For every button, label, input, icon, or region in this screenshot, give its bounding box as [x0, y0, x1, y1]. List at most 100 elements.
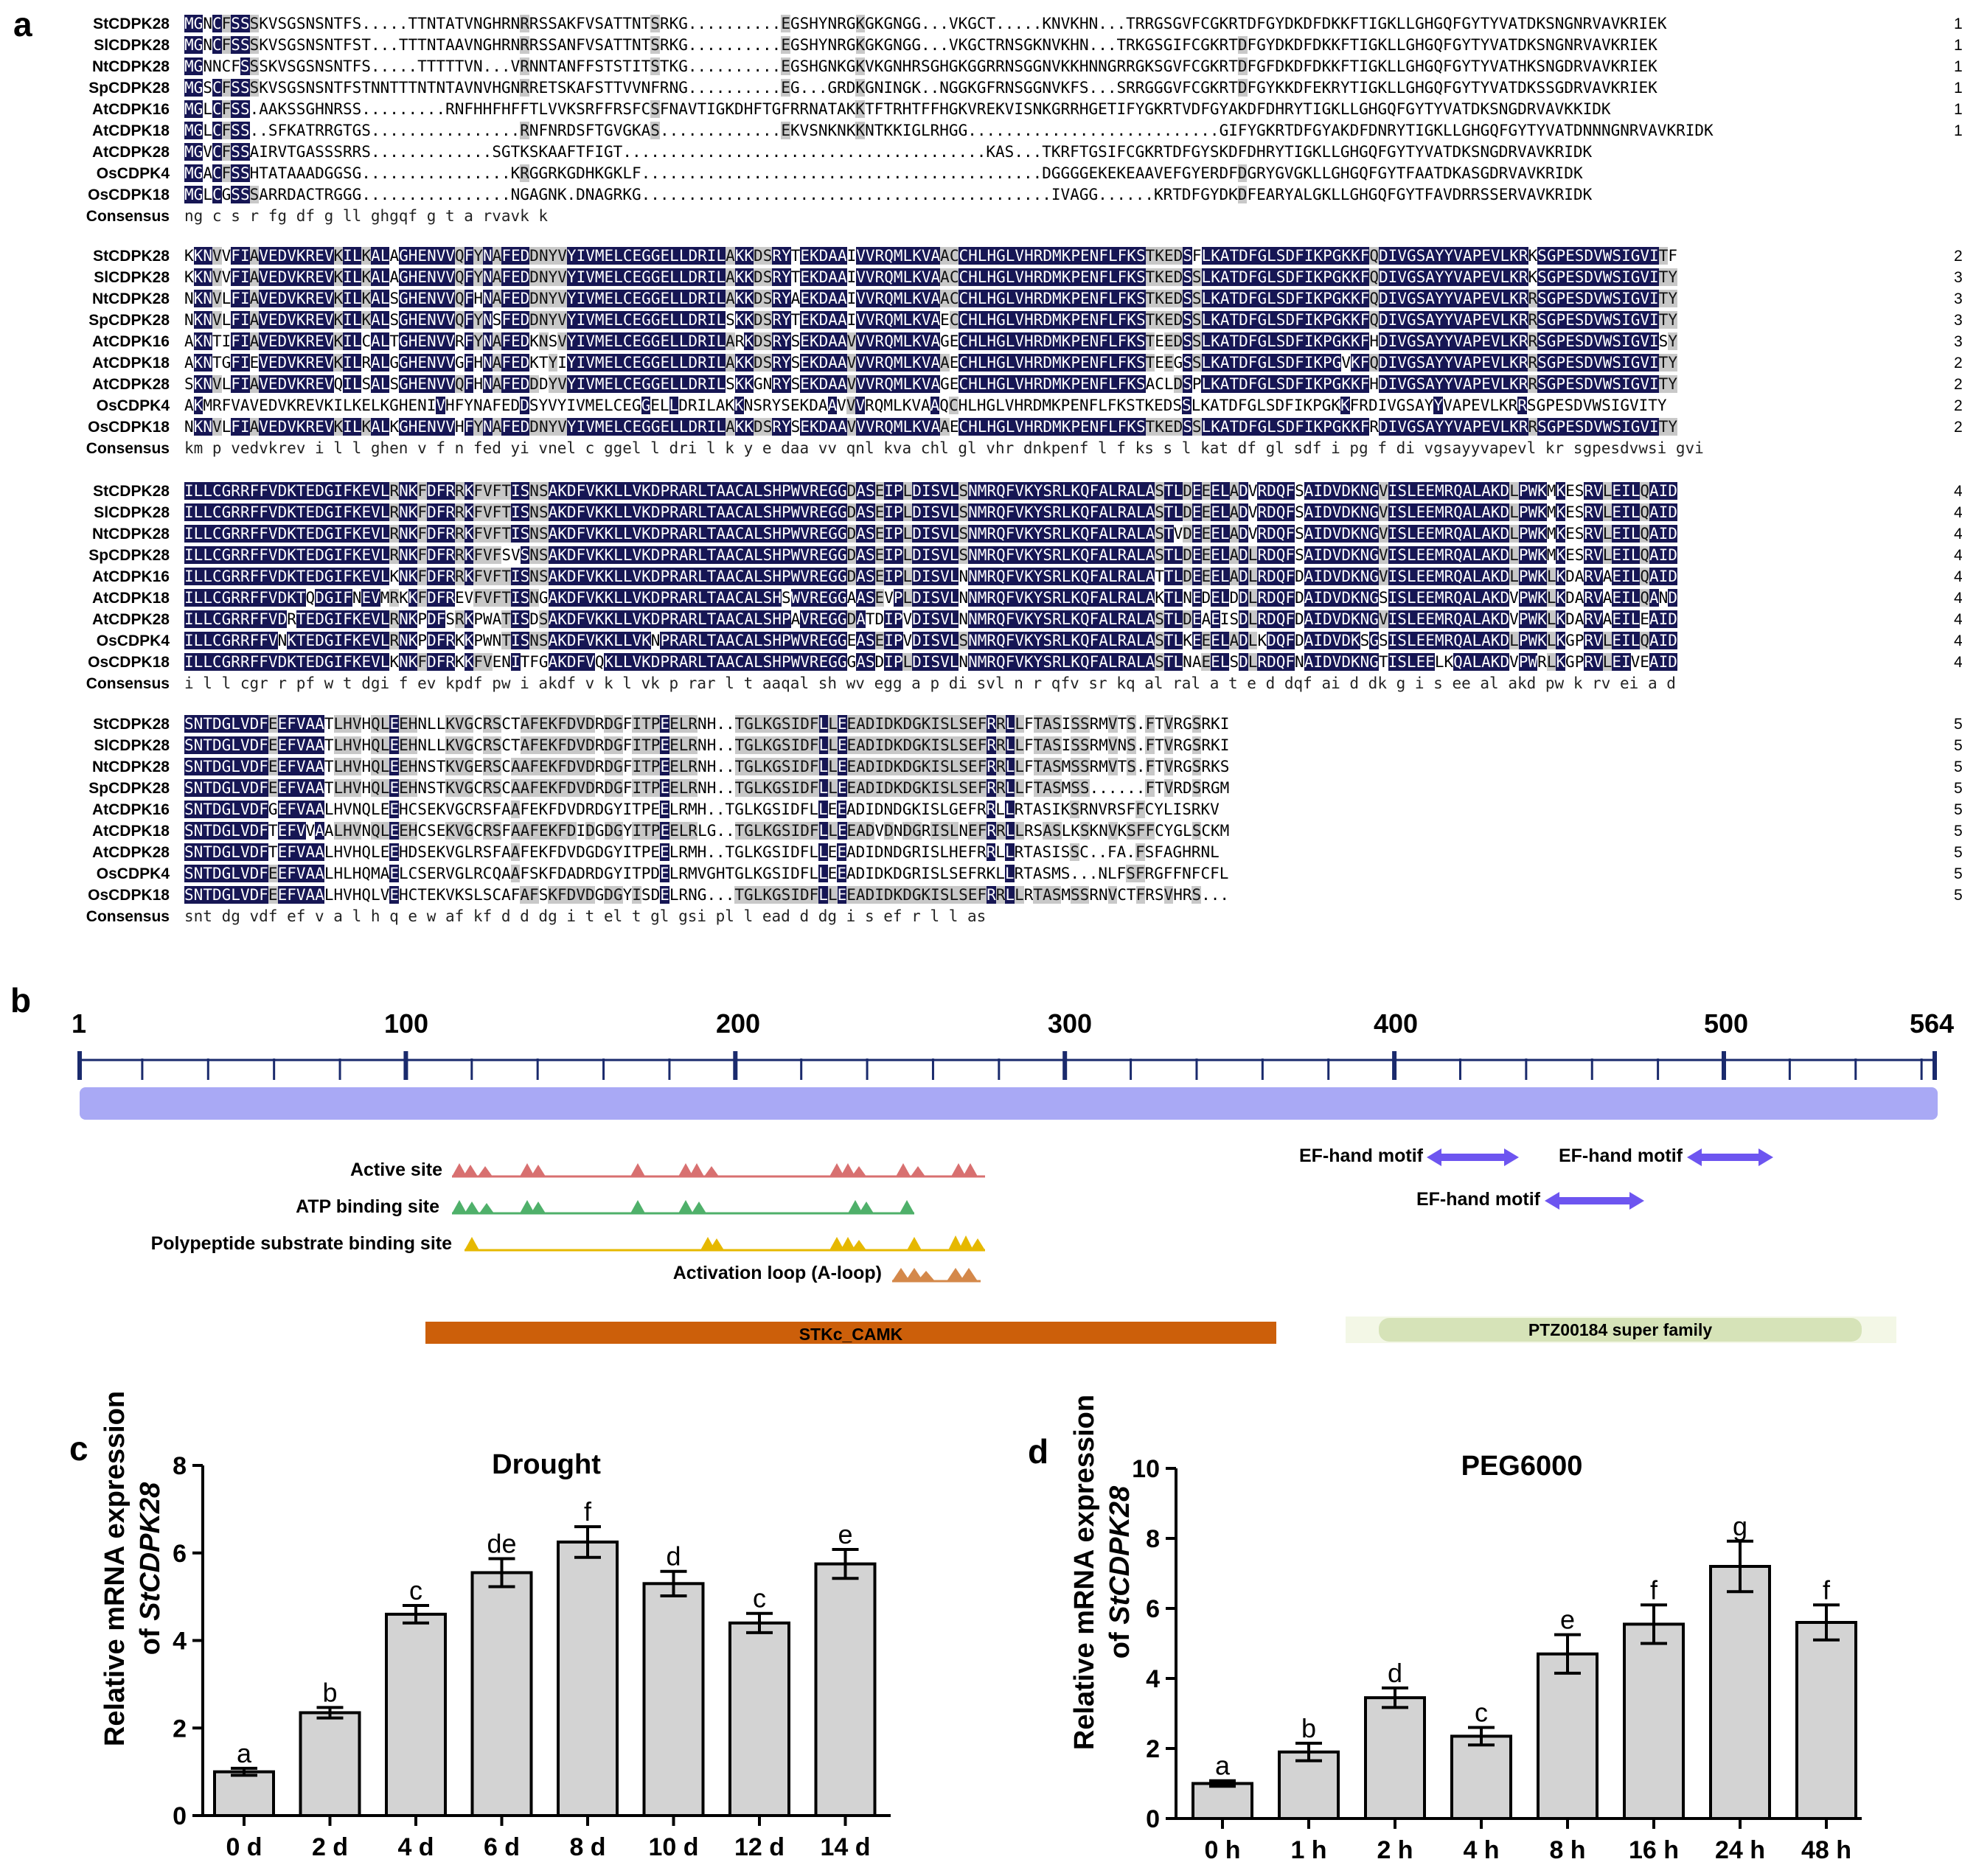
sequence-name: AtCDPK28 [91, 611, 170, 628]
significance-letter: c [1475, 1698, 1488, 1728]
bar [299, 1711, 361, 1817]
sequence-residues: MGLCGSSSARRDACTRGGG................NGAGN… [184, 185, 1928, 205]
sequence-residues: KKNVVFIAVEDVKREVKILKALAGHENVVQFYNAFEDDNY… [184, 246, 1928, 266]
ruler-label: 100 [383, 1008, 429, 1039]
significance-letter: b [1301, 1713, 1316, 1743]
sequence-residues: ILLCGRRFFVDKTEDGIFKEVLRNKFDFRRKFVFTISNSA… [184, 524, 1928, 544]
sequence-residues: SNTDGLVDFEEFVAALHLHQMAELCSERVGLRCQAAFSKF… [184, 864, 1928, 884]
sequence-end-position: 461 [1953, 526, 1962, 543]
consensus-label: Consensus [86, 208, 170, 225]
sequence-name: SlCDPK28 [94, 37, 170, 54]
bar [1450, 1734, 1512, 1820]
ruler-ticks [77, 1051, 1937, 1080]
significance-letter: c [409, 1575, 422, 1605]
x-tick-label: 4 h [1463, 1836, 1499, 1864]
sequence-name: StCDPK28 [93, 716, 170, 733]
sequence-residues: NKNVLFIAVEDVKREVKILKALSGHENVVQFHNAFEDDNY… [184, 289, 1928, 309]
sequence-residues: KKNVVFIAVEDVKREVKILKALAGHENVVQFYNAFEDDNY… [184, 268, 1928, 287]
significance-letter: f [1650, 1575, 1658, 1605]
sequence-end-position: 141 [1953, 58, 1962, 75]
sequence-end-position: 85 [1928, 184, 1962, 206]
sequence-end-position: 141 [1953, 80, 1962, 97]
sequence-name: AtCDPK16 [91, 568, 170, 585]
x-tick-label: 0 d [226, 1833, 262, 1861]
x-tick-label: 16 h [1629, 1836, 1679, 1864]
significance-letter: f [584, 1496, 592, 1527]
sequence-name: StCDPK28 [93, 15, 170, 32]
y-tick-label: 0 [1146, 1805, 1160, 1833]
ef-hand-label-1: EF-hand motif [1298, 1146, 1423, 1166]
sequence-residues: AKNTIFIAVEDVKREVKILCALTGHENVVRFYNAFEDKNS… [184, 332, 1928, 352]
ruler-label: 564 [1909, 1008, 1955, 1039]
y-tick-label: 6 [1146, 1595, 1160, 1623]
sequence-name: OsCDPK18 [88, 419, 170, 436]
sequence-end-position: 522 [1953, 844, 1962, 861]
sequence-residues: SNTDGLVDFEEFVAATLHVHQLEEHNLLKVGCRSCTAFEK… [184, 714, 1928, 734]
sequence-name: AtCDPK18 [91, 122, 170, 139]
sequence-end-position: 564 [1953, 716, 1962, 733]
domain-stkc-camk-label: STKc_CAMK [799, 1325, 903, 1344]
y-tick-label: 2 [1146, 1735, 1160, 1763]
sequence-residues: MGACFSSHTATAAADGGSG................KRGGR… [184, 164, 1928, 184]
x-tick-label: 0 h [1204, 1836, 1240, 1864]
consensus-sequence: snt dg vdf ef v a l h q e w af kf d d dg… [184, 907, 987, 925]
sequence-residues: AKMRFVAVEDVKREVKILKELKGHENIVHFYNAFEDDSYV… [184, 396, 1928, 416]
sequence-name: NtCDPK28 [91, 526, 170, 543]
ruler-label: 1 [71, 1008, 87, 1039]
sequence-residues: NKNVLFIAVEDVKREVKILKALSGHENVVQFYNSFEDDNY… [184, 310, 1928, 330]
sequence-residues: ILLCGRRFFVDKTEDGIFKEVLKNKFDFRKKFVENITFGA… [184, 652, 1928, 672]
feature-label-substrate-binding: Polypeptide substrate binding site [150, 1233, 452, 1254]
sequence-name: SpCDPK28 [88, 780, 170, 797]
sequence-name: StCDPK28 [93, 248, 170, 265]
sequence-residues: AKNTGFIEVEDVKREVKILRALGGHENVVGFHNAFEDKTY… [184, 353, 1928, 373]
sequence-name: AtCDPK18 [91, 355, 170, 372]
sequence-end-position: 255 [1953, 376, 1962, 393]
bar [814, 1562, 877, 1817]
sequence-name: SlCDPK28 [94, 504, 170, 521]
sequence-name: OsCDPK4 [96, 165, 170, 182]
sequence-end-position: 455 [1953, 483, 1962, 500]
sequence-residues: SNTDGLVDFEEFVAATLHVHQLEEHNLLKVGCRSCTAFEK… [184, 736, 1928, 756]
ruler-label: 400 [1373, 1008, 1419, 1039]
sequence-end-position: 405 [1953, 654, 1962, 671]
sequence-name: OsCDPK4 [96, 397, 170, 414]
consensus-label: Consensus [86, 440, 170, 457]
sequence-end-position: 301 [1953, 269, 1962, 286]
sequence-name: AtCDPK28 [91, 376, 170, 393]
x-tick-label: 24 h [1715, 1836, 1765, 1864]
significance-letter: d [666, 1541, 681, 1572]
sequence-residues: MGLCFSS..SFKATRRGTGS................RNFN… [184, 121, 1928, 141]
sequence-end-position: 412 [1953, 632, 1962, 649]
sequence-end-position: 461 [1953, 504, 1962, 521]
x-tick-label: 2 d [312, 1833, 348, 1861]
y-tick-label: 4 [1146, 1665, 1160, 1693]
significance-letter: b [322, 1677, 337, 1707]
y-tick-label: 10 [1132, 1455, 1160, 1483]
significance-letter: de [487, 1528, 516, 1558]
sequence-end-position: 534 [1953, 823, 1962, 840]
ef-hand-arrow-1 [1427, 1148, 1519, 1166]
ruler-label: 200 [715, 1008, 761, 1039]
bar-chart-drought: 0 2 4 6 8 a 0 d b 2 d c 4 d de 6 d f 8 d d 10 d c 12 d e 14 … [173, 1452, 891, 1861]
sequence-name: SlCDPK28 [94, 737, 170, 754]
sequence-end-position: 245 [1953, 419, 1962, 436]
sequence-name: OsCDPK18 [88, 654, 170, 671]
sequence-residues: SNTDGLVDFGEFVAALHVNQLEEHCSEKVGCRSFAAFEKF… [184, 800, 1928, 820]
consensus-label: Consensus [86, 908, 170, 925]
consensus-sequence: ng c s r fg df g ll ghgqf g t a rvavk k [184, 207, 549, 225]
sequence-name: AtCDPK18 [91, 590, 170, 607]
panel-label-a: a [13, 5, 32, 43]
sequence-name: AtCDPK16 [91, 801, 170, 818]
sequence-name: AtCDPK18 [91, 823, 170, 840]
y-tick-label: 4 [173, 1628, 187, 1656]
ef-hand-label-3: EF-hand motif [1416, 1189, 1540, 1210]
sequence-end-position: 461 [1953, 568, 1962, 585]
ruler-label: 500 [1703, 1008, 1749, 1039]
bar [1795, 1621, 1857, 1820]
sequence-end-position: 570 [1953, 737, 1962, 754]
sequence-name: StCDPK28 [93, 483, 170, 500]
sequence-residues: MGNCFSSSKVSGSNSNTFST...TTTNTAAVNGHRNRRSS… [184, 35, 1928, 55]
bar-chart-peg6000: 0 2 4 6 8 10 a 0 h b 1 h d 2 h c 4 h e 8 h f 16 h g 24 h f 48… [1132, 1455, 1862, 1864]
feature-tracks [452, 1163, 985, 1283]
domain-ptz-label: PTZ00184 super family [1528, 1320, 1713, 1339]
